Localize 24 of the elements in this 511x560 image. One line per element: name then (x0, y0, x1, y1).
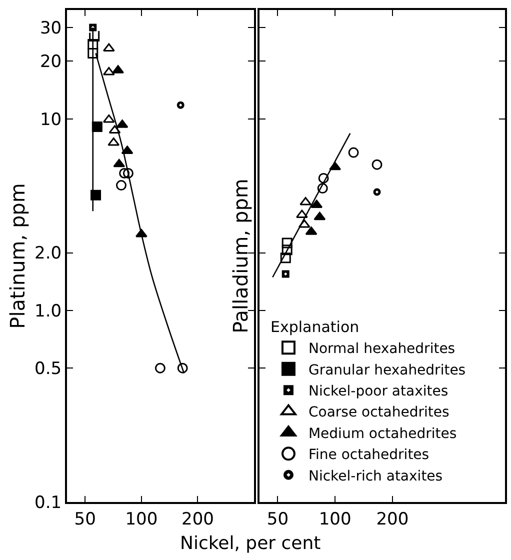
y-tick-label: 10 (40, 110, 62, 130)
x-tick-label: 100 (125, 509, 158, 530)
x-tick-label: 200 (182, 509, 214, 530)
y-axis-title: Platinum, ppm (6, 183, 30, 329)
x-axis-title: Nickel, per cent (180, 533, 321, 554)
y-tick-label: 2.0 (34, 244, 62, 264)
legend-label: Medium octahedrites (308, 426, 457, 442)
legend-label: Granular hexahedrites (308, 362, 466, 378)
legend-label: Coarse octahedrites (308, 404, 450, 421)
legend-title: Explanation (270, 318, 360, 336)
x-tick-label: 200 (376, 509, 409, 530)
y-axis-title: Palladium, ppm (228, 178, 252, 334)
y-tick-label: 0.1 (34, 492, 62, 513)
x-tick-label: 50 (266, 509, 289, 530)
legend-label: Nickel-poor ataxites (308, 384, 448, 400)
y-tick-label: 0.5 (34, 359, 62, 380)
y-tick-label: 30 (40, 18, 62, 38)
y-tick-label: 1.0 (34, 301, 62, 322)
legend-label: Fine octahedrites (308, 447, 430, 464)
y-tick-label: 20 (40, 52, 62, 72)
x-tick-label: 100 (318, 509, 352, 530)
legend-label: Nickel-rich ataxites (308, 468, 443, 484)
legend-label: Normal hexahedrites (308, 341, 456, 358)
x-tick-label: 50 (74, 509, 96, 530)
